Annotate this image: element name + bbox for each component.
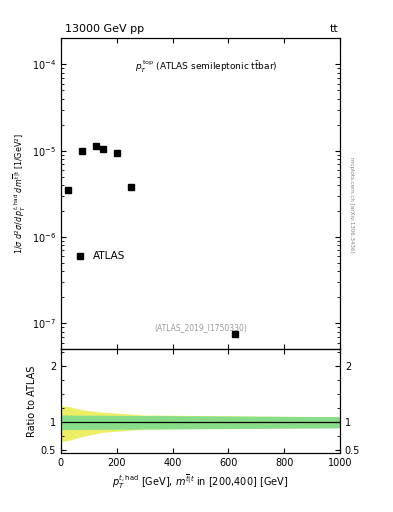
Text: ATLAS: ATLAS [93, 251, 125, 261]
Text: mcplots.cern.ch [arXiv:1306.3436]: mcplots.cern.ch [arXiv:1306.3436] [349, 157, 354, 252]
Y-axis label: $1/\sigma\;d^2\sigma/d\,p_T^{t,{\rm had}}\,d\,m^{{\rm \overline{t}|t}}$ [1/GeV$^: $1/\sigma\;d^2\sigma/d\,p_T^{t,{\rm had}… [11, 134, 28, 254]
Y-axis label: Ratio to ATLAS: Ratio to ATLAS [26, 366, 37, 437]
Text: $p_T^{\,\rm top}$ (ATLAS semileptonic t$\bar{\rm t}$bar): $p_T^{\,\rm top}$ (ATLAS semileptonic t$… [135, 58, 277, 75]
Text: (ATLAS_2019_I1750330): (ATLAS_2019_I1750330) [154, 324, 247, 332]
Text: 13000 GeV pp: 13000 GeV pp [65, 24, 144, 34]
X-axis label: $p_T^{t,{\rm had}}$ [GeV], $m^{\overline{t}|t}$ in [200,400] [GeV]: $p_T^{t,{\rm had}}$ [GeV], $m^{\overline… [112, 472, 288, 490]
Text: tt: tt [330, 24, 339, 34]
